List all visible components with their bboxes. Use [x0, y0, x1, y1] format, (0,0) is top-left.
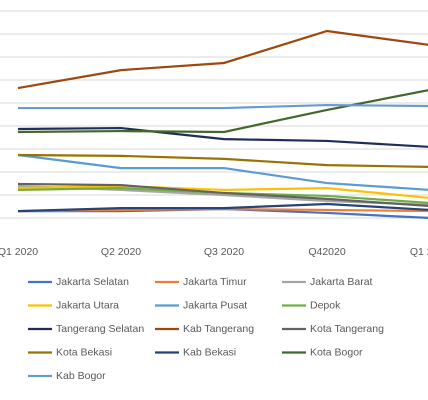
legend-label: Jakarta Barat: [310, 276, 373, 288]
series-line: [17, 182, 428, 208]
legend-label: Kab Bekasi: [183, 346, 236, 358]
legend-label: Kab Bogor: [56, 370, 106, 382]
legend-label: Depok: [310, 299, 341, 311]
series-line: [17, 29, 428, 90]
series-line: [17, 126, 428, 148]
x-tick-label: Q1 2021: [410, 246, 428, 258]
x-tick-label: Q1 2020: [0, 246, 38, 258]
legend-label: Kota Tangerang: [310, 323, 384, 335]
x-tick-label: Q2 2020: [101, 246, 141, 258]
legend-label: Jakarta Timur: [183, 276, 247, 288]
legend-label: Jakarta Selatan: [56, 276, 129, 288]
legend-label: Tangerang Selatan: [56, 323, 144, 335]
series-line: [17, 89, 428, 134]
x-tick-label: Q3 2020: [204, 246, 244, 258]
series-line: [17, 202, 428, 213]
legend-label: Kota Bekasi: [56, 346, 112, 358]
series-line: [17, 153, 428, 169]
x-tick-label: Q42020: [308, 246, 346, 258]
series-line: [17, 184, 428, 199]
series-line: [17, 153, 428, 191]
legend-label: Jakarta Pusat: [183, 299, 247, 311]
legend-label: Kota Bogor: [310, 346, 363, 358]
legend-label: Jakarta Utara: [56, 299, 119, 311]
legend-label: Kab Tangerang: [183, 323, 254, 335]
series-line: [18, 103, 428, 110]
